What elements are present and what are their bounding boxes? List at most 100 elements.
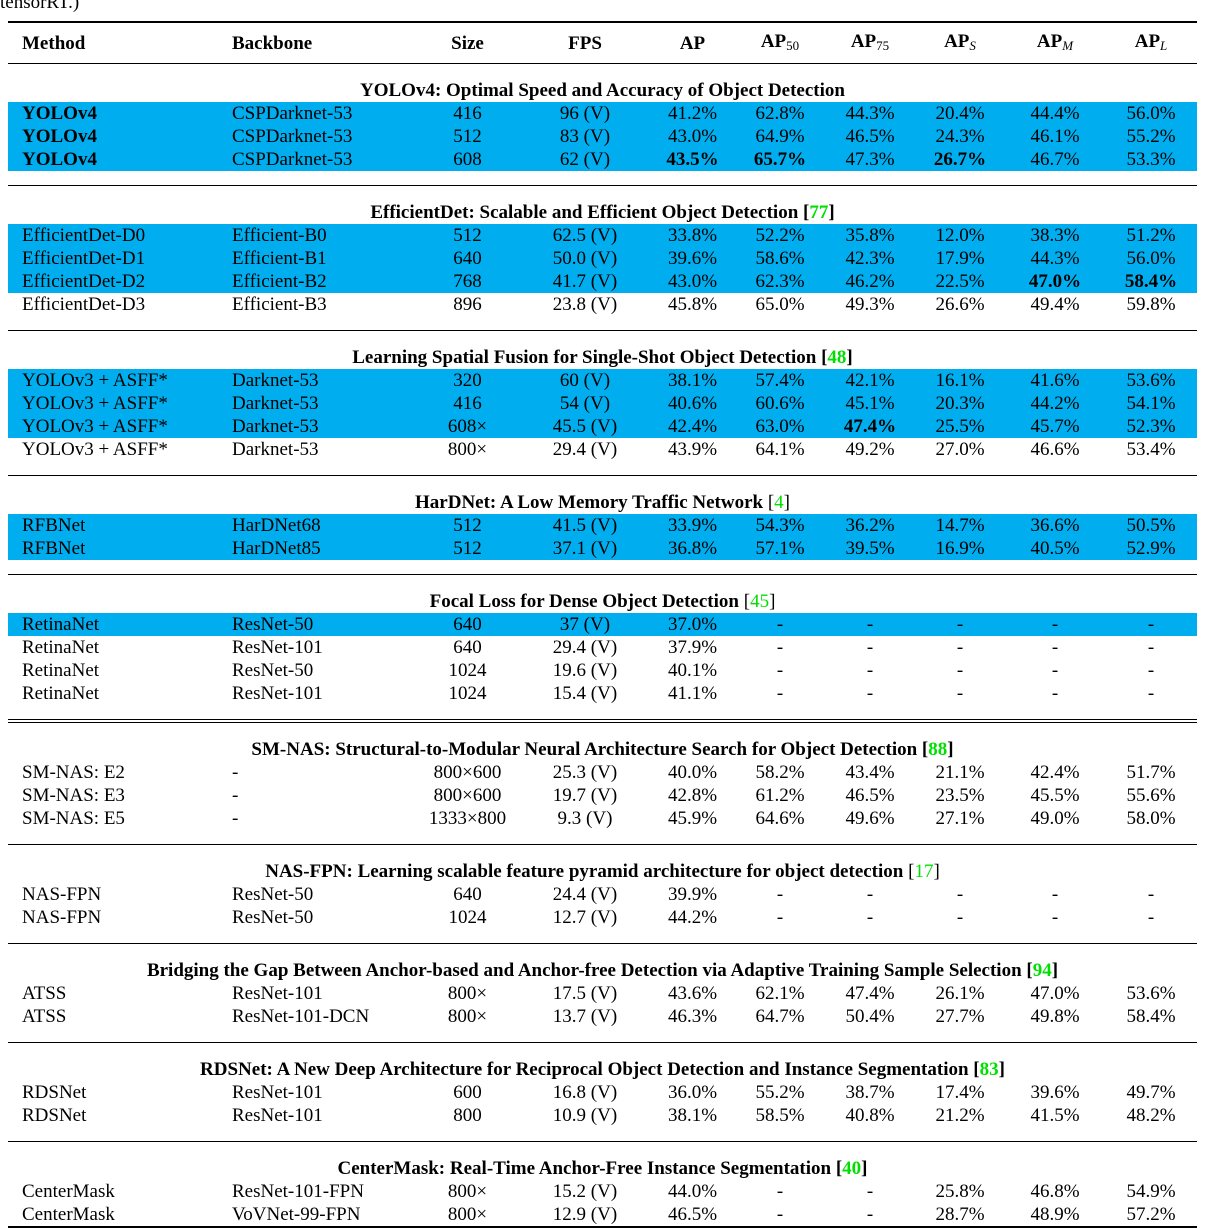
column-header-text: AP bbox=[679, 32, 706, 54]
table-cell: 46.6% bbox=[1030, 439, 1080, 460]
table-cell: - bbox=[232, 762, 239, 783]
table-cell: RFBNet bbox=[8, 537, 218, 560]
table-cell: YOLOv3 + ASFF* bbox=[8, 392, 218, 415]
table-cell: - bbox=[866, 683, 874, 704]
group-title-row: CenterMask: Real-Time Anchor-Free Instan… bbox=[8, 1141, 1197, 1180]
spacer bbox=[8, 171, 1197, 186]
table-row: EfficientDet-D2 Efficient-B2 768 41.7 (V) 43… bbox=[8, 270, 1197, 293]
table-cell: YOLOv4 bbox=[8, 102, 218, 125]
table-cell: 44.2% bbox=[1005, 392, 1105, 415]
table-row: ATSS ResNet-101-DCN 800× 13.7 (V) 46.3% 64.7%… bbox=[8, 1005, 1197, 1028]
table-cell: - bbox=[866, 907, 874, 928]
table-cell: 25.5% bbox=[915, 415, 1005, 438]
group-title-text: Focal Loss for Dense Object Detection bbox=[429, 591, 739, 612]
table-cell: 43.4% bbox=[845, 762, 895, 783]
citation-bracket: [ bbox=[1026, 960, 1033, 981]
table-group: HarDNet: A Low Memory Traffic Network [4… bbox=[8, 475, 1197, 560]
table-group: NAS-FPN: Learning scalable feature pyram… bbox=[8, 844, 1197, 930]
table-cell: - bbox=[1105, 613, 1197, 636]
column-header-text: AP bbox=[850, 30, 877, 52]
table-group: Focal Loss for Dense Object Detection [4… bbox=[8, 574, 1197, 706]
table-cell: - bbox=[1147, 660, 1155, 681]
table-cell: 41.2% bbox=[650, 102, 735, 125]
table-cell: 41.5% bbox=[1030, 1105, 1080, 1126]
table-row: CenterMask VoVNet-99-FPN 800× 12.9 (V) 46.5%… bbox=[8, 1203, 1197, 1227]
table-cell: 38.3% bbox=[1005, 224, 1105, 247]
table-row: RetinaNet ResNet-101 640 29.4 (V) 37.9% - - - - - bbox=[8, 636, 1197, 659]
table-cell: Efficient-B0 bbox=[218, 224, 415, 247]
table-cell: - bbox=[776, 683, 784, 704]
table-cell: 54.9% bbox=[1126, 1181, 1176, 1202]
column-header-text: FPS bbox=[568, 32, 602, 54]
table-cell: - bbox=[915, 613, 1005, 636]
group-title: Learning Spatial Fusion for Single-Shot … bbox=[8, 330, 1197, 369]
table-cell: 45.1% bbox=[825, 392, 915, 415]
group-title: CenterMask: Real-Time Anchor-Free Instan… bbox=[8, 1141, 1197, 1180]
table-cell: VoVNet-99-FPN bbox=[232, 1204, 361, 1225]
table-cell: 51.7% bbox=[1126, 762, 1176, 783]
table-cell: 49.7% bbox=[1126, 1082, 1176, 1103]
citation-number: 94 bbox=[1032, 960, 1052, 981]
table-cell: 36.8% bbox=[650, 537, 735, 560]
table-cell: 20.4% bbox=[915, 102, 1005, 125]
table-cell: ResNet-50 bbox=[232, 660, 314, 681]
table-cell: EfficientDet-D3 bbox=[22, 294, 146, 315]
table-cell: 50.5% bbox=[1105, 514, 1197, 537]
table-cell: 62.1% bbox=[755, 983, 805, 1004]
spacer bbox=[8, 316, 1197, 331]
table-cell: - bbox=[776, 884, 784, 905]
table-cell: - bbox=[956, 660, 964, 681]
table-cell: - bbox=[232, 785, 239, 806]
table-cell: 24.3% bbox=[915, 125, 1005, 148]
table-cell: 46.5% bbox=[667, 1204, 718, 1225]
table-cell: - bbox=[1147, 907, 1155, 928]
table-row: NAS-FPN ResNet-50 640 24.4 (V) 39.9% - - - - - bbox=[8, 883, 1197, 906]
table-cell: 65.7% bbox=[735, 148, 825, 171]
table-cell: - bbox=[866, 1181, 874, 1202]
table-cell: 43.6% bbox=[667, 983, 718, 1004]
citation-bracket: [ bbox=[908, 861, 915, 882]
table-cell: 29.4 (V) bbox=[552, 637, 618, 658]
table-cell: 58.6% bbox=[735, 247, 825, 270]
table-row: SM-NAS: E3 - 800×600 19.7 (V) 42.8% 61.2% 46.5… bbox=[8, 784, 1197, 807]
table-cell: ResNet-101 bbox=[232, 683, 323, 704]
table-cell: 45.8% bbox=[667, 294, 718, 315]
table-cell: ResNet-50 bbox=[218, 613, 415, 636]
table-cell: 44.3% bbox=[1005, 247, 1105, 270]
table-cell: 15.2 (V) bbox=[552, 1181, 618, 1202]
table-cell: - bbox=[1051, 660, 1059, 681]
table-cell: - bbox=[956, 884, 964, 905]
table-cell: 40.5% bbox=[1005, 537, 1105, 560]
table-cell: 640 bbox=[453, 884, 482, 905]
table-cell: 45.9% bbox=[667, 808, 718, 829]
table-cell: 44.3% bbox=[825, 102, 915, 125]
table-cell: 50.4% bbox=[845, 1006, 895, 1027]
table-cell: - bbox=[1051, 907, 1059, 928]
table-cell: 13.7 (V) bbox=[552, 1006, 618, 1027]
group-title-row: Bridging the Gap Between Anchor-based an… bbox=[8, 943, 1197, 982]
table-cell: 17.5 (V) bbox=[552, 983, 618, 1004]
table-group: CenterMask: Real-Time Anchor-Free Instan… bbox=[8, 1141, 1197, 1228]
table-cell: 58.5% bbox=[755, 1105, 805, 1126]
table-cell: 1333×800 bbox=[428, 808, 507, 829]
table-cell: RFBNet bbox=[8, 514, 218, 537]
table-cell: 45.5% bbox=[1030, 785, 1080, 806]
citation-bracket: ] bbox=[846, 347, 853, 368]
table-row: RetinaNet ResNet-50 640 37 (V) 37.0% - - - - - bbox=[8, 613, 1197, 636]
column-header-subscript: 75 bbox=[876, 37, 890, 53]
table-cell: 41.7 (V) bbox=[520, 270, 650, 293]
table-cell: RetinaNet bbox=[22, 637, 100, 658]
table-cell: - bbox=[956, 637, 964, 658]
table-cell: 896 bbox=[453, 294, 482, 315]
table-cell: 46.8% bbox=[1030, 1181, 1080, 1202]
table-cell: EfficientDet-D1 bbox=[8, 247, 218, 270]
table-row: RDSNet ResNet-101 600 16.8 (V) 36.0% 55.2% 38.… bbox=[8, 1081, 1197, 1104]
table-cell: 9.3 (V) bbox=[557, 808, 613, 829]
table-row: EfficientDet-D3 Efficient-B3 896 23.8 (V) 45… bbox=[8, 293, 1197, 316]
table-cell: 42.4% bbox=[650, 415, 735, 438]
table-cell: 38.1% bbox=[650, 369, 735, 392]
group-title-row: SM-NAS: Structural-to-Modular Neural Arc… bbox=[8, 719, 1197, 761]
table-cell: 53.3% bbox=[1105, 148, 1197, 171]
column-header-subscript: 50 bbox=[786, 37, 800, 53]
